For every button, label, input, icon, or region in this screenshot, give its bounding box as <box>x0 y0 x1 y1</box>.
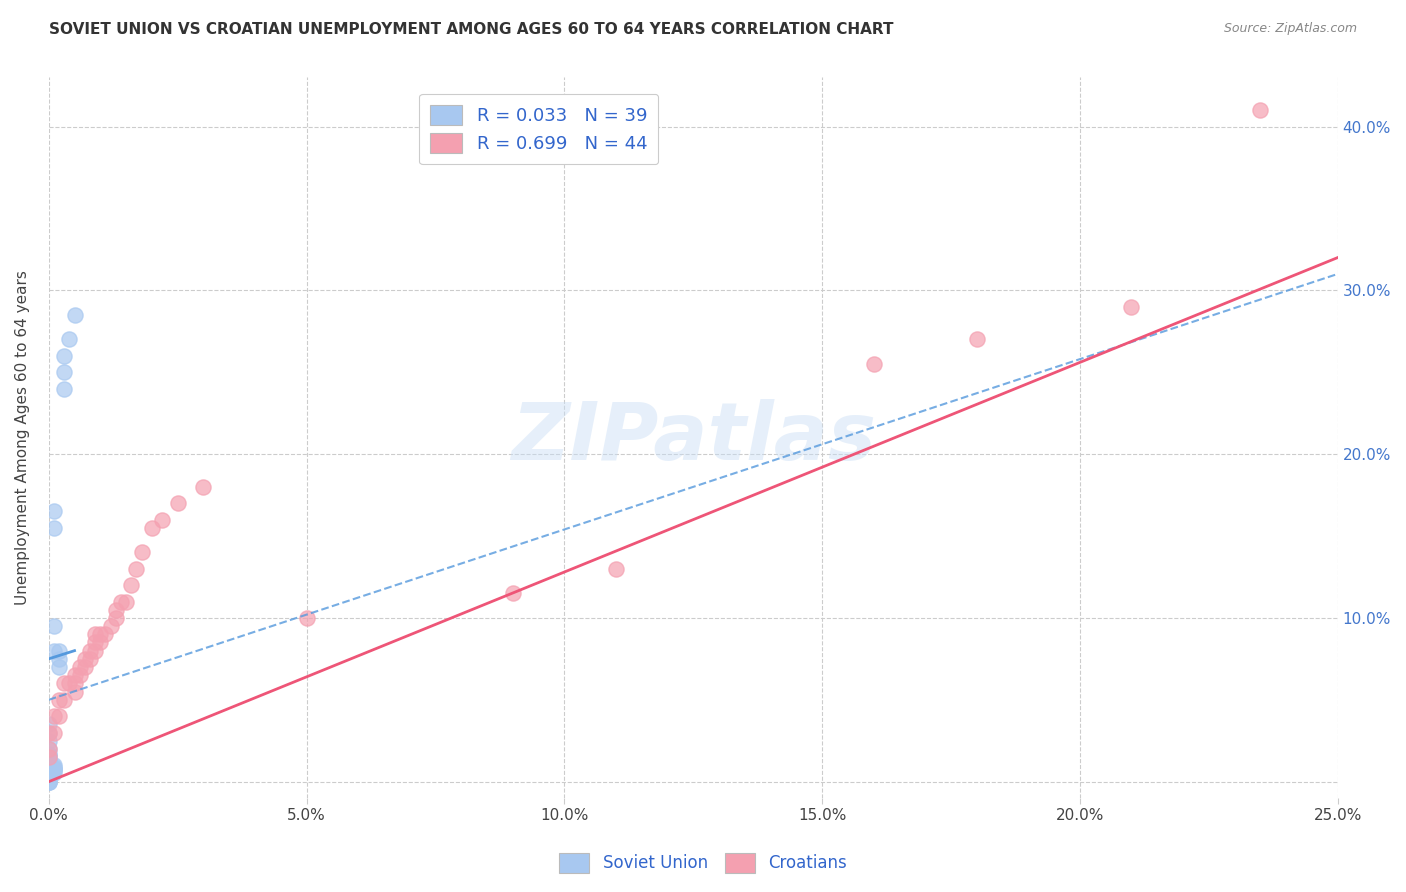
Point <box>38 766 60 780</box>
Point <box>193 480 215 494</box>
Point <box>58 333 80 347</box>
Point <box>42 762 65 776</box>
Legend: R = 0.033   N = 39, R = 0.699   N = 44: R = 0.033 N = 39, R = 0.699 N = 44 <box>419 94 658 164</box>
Point <box>73 652 96 666</box>
Point <box>166 496 188 510</box>
Point <box>42 766 65 780</box>
Point <box>38 755 60 769</box>
Point <box>48 693 70 707</box>
Point <box>84 643 107 657</box>
Point <box>38 742 60 756</box>
Point <box>295 611 318 625</box>
Point <box>42 763 65 777</box>
Point <box>38 733 60 747</box>
Point <box>38 774 60 789</box>
Point <box>141 521 163 535</box>
Point <box>605 562 627 576</box>
Point <box>53 676 76 690</box>
Point <box>115 594 138 608</box>
Point <box>38 748 60 763</box>
Point <box>89 627 111 641</box>
Point <box>38 758 60 772</box>
Point <box>38 766 60 780</box>
Point <box>42 709 65 723</box>
Point <box>53 349 76 363</box>
Point <box>38 762 60 776</box>
Point <box>150 513 173 527</box>
Point <box>38 762 60 776</box>
Point <box>48 709 70 723</box>
Point <box>48 660 70 674</box>
Point <box>38 758 60 772</box>
Text: SOVIET UNION VS CROATIAN UNEMPLOYMENT AMONG AGES 60 TO 64 YEARS CORRELATION CHAR: SOVIET UNION VS CROATIAN UNEMPLOYMENT AM… <box>49 22 894 37</box>
Point <box>38 750 60 764</box>
Point <box>48 643 70 657</box>
Point <box>42 504 65 518</box>
Point <box>110 594 132 608</box>
Point <box>84 635 107 649</box>
Point <box>131 545 153 559</box>
Point <box>120 578 142 592</box>
Point <box>502 586 524 600</box>
Point <box>53 365 76 379</box>
Point <box>79 652 101 666</box>
Point <box>125 562 148 576</box>
Point <box>42 643 65 657</box>
Point <box>38 774 60 789</box>
Point <box>79 643 101 657</box>
Point <box>104 611 127 625</box>
Point <box>73 660 96 674</box>
Point <box>38 717 60 731</box>
Point <box>1121 300 1143 314</box>
Text: ZIPatlas: ZIPatlas <box>510 399 876 476</box>
Point <box>53 693 76 707</box>
Point <box>38 753 60 767</box>
Point <box>84 627 107 641</box>
Point <box>42 619 65 633</box>
Point <box>94 627 117 641</box>
Point <box>38 750 60 764</box>
Point <box>38 747 60 761</box>
Point <box>38 760 60 774</box>
Point <box>63 684 86 698</box>
Point <box>38 763 60 777</box>
Point <box>42 521 65 535</box>
Point <box>42 758 65 772</box>
Point <box>38 742 60 756</box>
Point <box>63 676 86 690</box>
Point <box>104 603 127 617</box>
Point <box>63 668 86 682</box>
Point <box>100 619 122 633</box>
Point <box>38 774 60 789</box>
Point <box>1249 103 1271 118</box>
Text: Source: ZipAtlas.com: Source: ZipAtlas.com <box>1223 22 1357 36</box>
Y-axis label: Unemployment Among Ages 60 to 64 years: Unemployment Among Ages 60 to 64 years <box>15 270 30 605</box>
Point <box>38 725 60 739</box>
Point <box>42 760 65 774</box>
Point <box>69 668 91 682</box>
Point <box>42 725 65 739</box>
Point <box>63 308 86 322</box>
Point <box>38 755 60 769</box>
Point <box>966 333 988 347</box>
Point <box>69 660 91 674</box>
Point <box>48 652 70 666</box>
Point <box>862 357 884 371</box>
Point <box>53 382 76 396</box>
Point <box>58 676 80 690</box>
Point <box>42 762 65 776</box>
Point <box>89 635 111 649</box>
Point <box>38 725 60 739</box>
Legend: Soviet Union, Croatians: Soviet Union, Croatians <box>553 847 853 880</box>
